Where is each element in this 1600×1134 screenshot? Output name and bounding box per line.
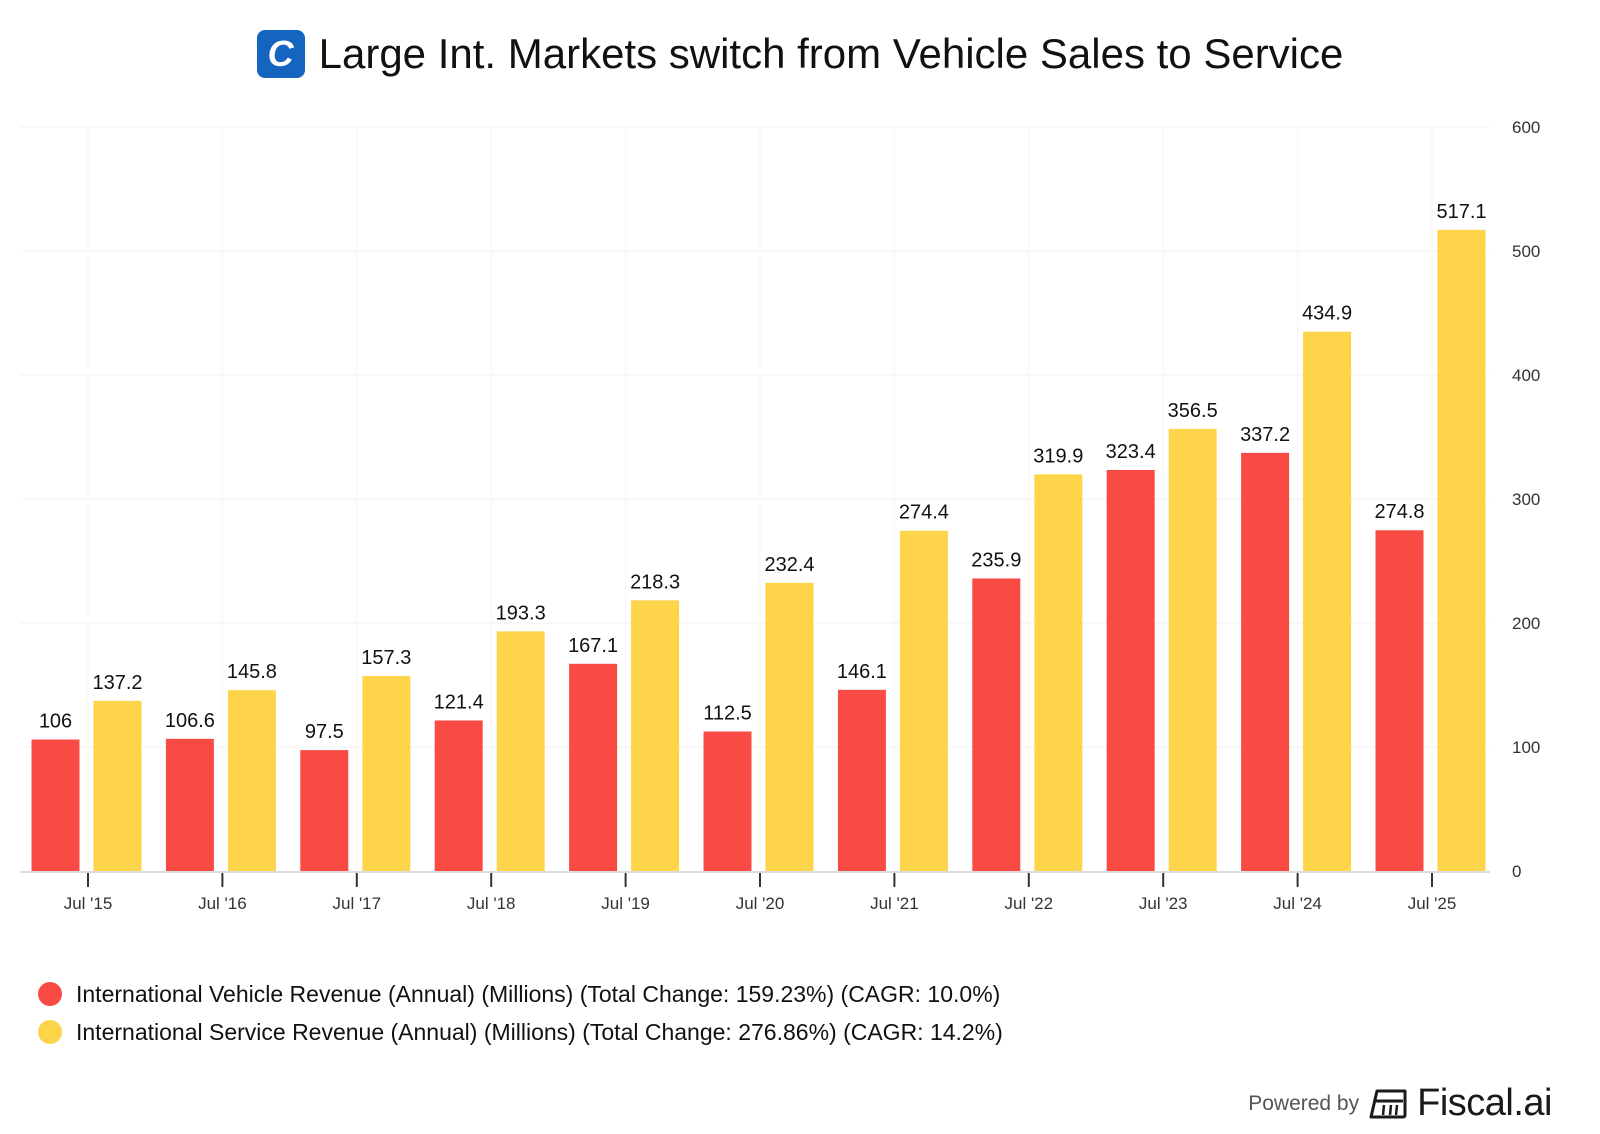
data-label: 157.3 — [361, 647, 411, 669]
bar-vehicle[interactable] — [703, 731, 752, 872]
data-label: 167.1 — [568, 635, 618, 657]
bar-service[interactable] — [631, 600, 680, 871]
x-tick-label: Jul '22 — [1004, 894, 1053, 913]
bar-vehicle[interactable] — [300, 750, 349, 871]
y-tick-label: 500 — [1512, 242, 1540, 261]
y-tick-label: 100 — [1512, 738, 1540, 757]
x-tick-label: Jul '17 — [332, 894, 381, 913]
bar-vehicle[interactable] — [1375, 530, 1424, 871]
data-label: 146.1 — [837, 661, 887, 683]
y-tick-label: 200 — [1512, 614, 1540, 633]
x-tick-label: Jul '19 — [601, 894, 650, 913]
data-label: 121.4 — [434, 691, 484, 713]
data-label: 274.4 — [899, 502, 949, 524]
y-tick-label: 300 — [1512, 490, 1540, 509]
chart-title: Large Int. Markets switch from Vehicle S… — [318, 30, 1344, 77]
bar-vehicle[interactable] — [837, 689, 886, 871]
x-tick-label: Jul '15 — [64, 894, 113, 913]
bar-vehicle[interactable] — [1241, 452, 1290, 871]
data-label: 323.4 — [1106, 441, 1156, 463]
x-tick-label: Jul '18 — [467, 894, 516, 913]
legend-item-service[interactable]: International Service Revenue (Annual) (… — [38, 1013, 1003, 1051]
fiscal-logo-icon — [1369, 1089, 1407, 1118]
data-label: 106 — [39, 711, 72, 733]
legend-dot-vehicle-icon — [38, 982, 62, 1006]
bar-service[interactable] — [1303, 331, 1352, 871]
bar-service[interactable] — [496, 631, 545, 871]
axes: 0 100 200 300 400 500 600 Jul '15 Jul '16 Jul '17… — [20, 118, 1540, 913]
data-label: 356.5 — [1168, 400, 1218, 422]
data-label: 137.2 — [92, 672, 142, 694]
data-label: 232.4 — [764, 554, 814, 576]
legend: International Vehicle Revenue (Annual) (… — [38, 975, 1003, 1051]
bar-service[interactable] — [1034, 474, 1083, 871]
bar-service[interactable] — [362, 675, 411, 871]
bar-vehicle[interactable] — [972, 578, 1021, 871]
data-label: 218.3 — [630, 571, 680, 593]
x-tick-label: Jul '21 — [870, 894, 919, 913]
x-tick-label: Jul '25 — [1408, 894, 1457, 913]
x-tick-label: Jul '23 — [1139, 894, 1188, 913]
powered-by-text: Powered by — [1248, 1091, 1360, 1115]
chart-header: C Large Int. Markets switch from Vehicle… — [0, 30, 1600, 78]
y-tick-label: 400 — [1512, 366, 1540, 385]
data-label: 434.9 — [1302, 303, 1352, 325]
data-label: 112.5 — [703, 703, 752, 725]
bar-service[interactable] — [1168, 428, 1217, 871]
bar-vehicle[interactable] — [569, 663, 618, 871]
data-label: 97.5 — [305, 721, 344, 743]
y-tick-label: 600 — [1512, 118, 1540, 137]
data-label: 337.2 — [1240, 424, 1290, 446]
data-label: 235.9 — [971, 549, 1021, 571]
x-tick-label: Jul '16 — [198, 894, 247, 913]
data-label: 193.3 — [496, 602, 546, 624]
legend-dot-service-icon — [38, 1020, 62, 1044]
bar-service[interactable] — [227, 690, 276, 871]
bar-service[interactable] — [1437, 229, 1486, 871]
bar-vehicle[interactable] — [31, 739, 80, 871]
x-tick-label: Jul '20 — [736, 894, 785, 913]
legend-item-vehicle[interactable]: International Vehicle Revenue (Annual) (… — [38, 975, 1003, 1013]
bars — [31, 229, 1486, 872]
bar-service[interactable] — [765, 582, 814, 871]
data-label: 274.8 — [1374, 501, 1424, 523]
data-label: 145.8 — [227, 661, 277, 683]
x-tick-label: Jul '24 — [1273, 894, 1322, 913]
bar-vehicle[interactable] — [1106, 469, 1155, 871]
legend-label-vehicle: International Vehicle Revenue (Annual) (… — [76, 980, 1001, 1007]
bar-vehicle[interactable] — [165, 738, 214, 871]
gridlines — [20, 126, 1490, 871]
bar-vehicle[interactable] — [434, 720, 483, 871]
brand-name: Fiscal.ai — [1417, 1082, 1552, 1124]
bar-service[interactable] — [899, 530, 948, 871]
data-label: 517.1 — [1436, 201, 1486, 223]
data-labels: 106 137.2 106.6 145.8 97.5 157.3 121.4 193.3 167… — [39, 201, 1487, 743]
legend-label-service: International Service Revenue (Annual) (… — [76, 1018, 1003, 1045]
y-tick-label: 0 — [1512, 862, 1521, 881]
bar-service[interactable] — [93, 700, 142, 871]
footer-branding: Powered by Fiscal.ai — [1248, 1082, 1552, 1125]
data-label: 319.9 — [1033, 445, 1083, 467]
company-logo-icon: C — [256, 30, 305, 78]
data-label: 106.6 — [165, 710, 215, 732]
